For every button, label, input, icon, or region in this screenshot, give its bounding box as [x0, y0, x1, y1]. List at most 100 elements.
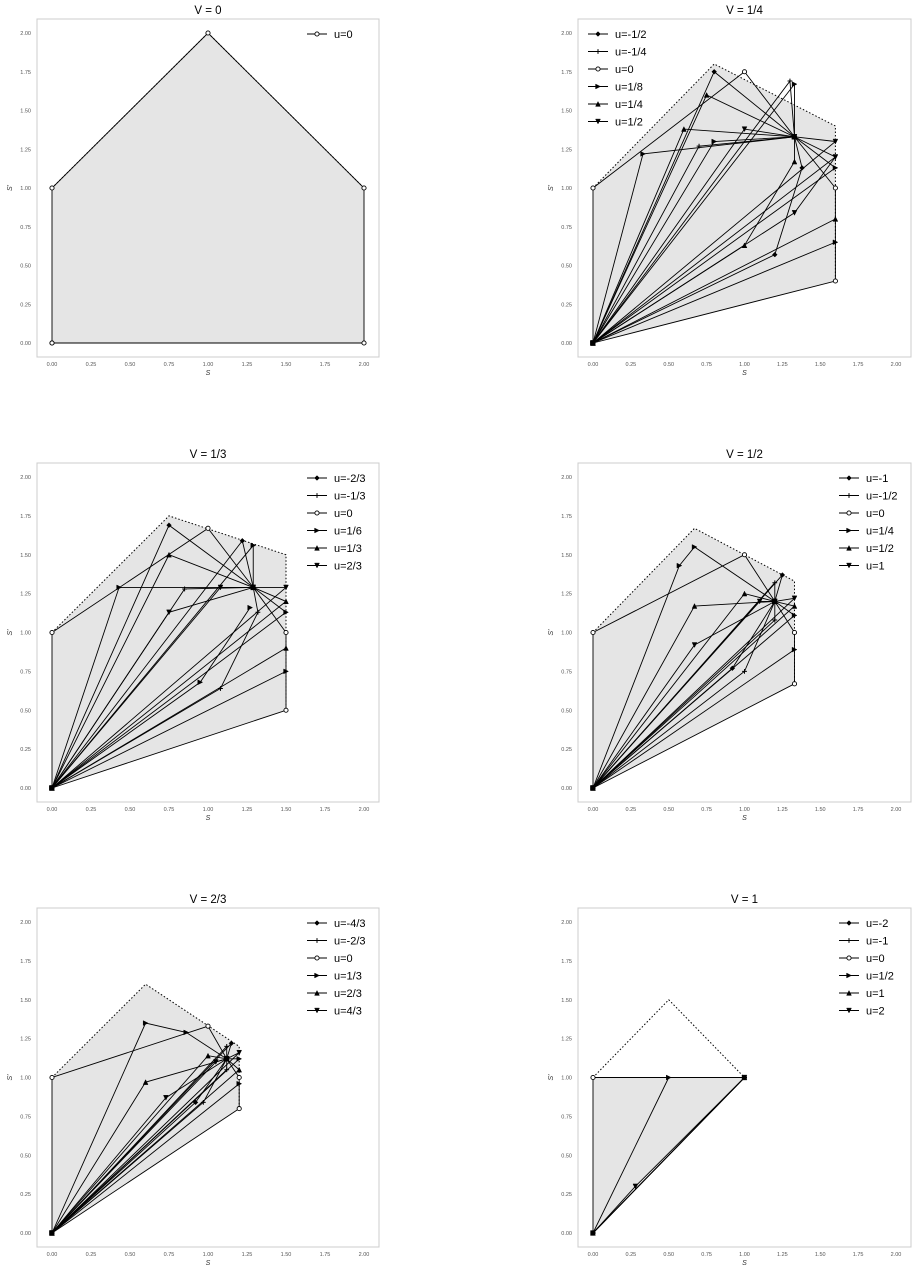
x-tick-label: 0.50 — [663, 807, 674, 813]
data-point — [205, 30, 211, 36]
data-point — [236, 1074, 242, 1081]
legend-label: u=0 — [334, 29, 353, 41]
y-tick-label: 1.00 — [20, 631, 31, 637]
chart-panel-6: 0.00 0.25 0.50 0.75 1.00 1.25 1.50 1.75 2.00 0.00… — [548, 894, 912, 1267]
chart-title: V = 1 — [731, 894, 758, 906]
data-point — [742, 668, 747, 674]
legend-marker — [846, 475, 852, 481]
y-tick-label: 0.00 — [20, 786, 31, 792]
data-point — [832, 216, 839, 222]
data-point — [787, 78, 793, 84]
data-point — [142, 1079, 149, 1085]
y-axis-label: S' — [7, 1074, 14, 1081]
legend-marker — [846, 938, 852, 943]
y-tick-label: 2.00 — [561, 475, 572, 481]
legend-label: u=0 — [334, 953, 353, 965]
x-tick-label: 0.75 — [164, 807, 175, 813]
series-u=1/2 — [590, 126, 839, 346]
data-point — [250, 584, 257, 591]
y-tick-label: 1.25 — [561, 1037, 572, 1043]
feasible-region — [52, 984, 240, 1233]
series-line — [592, 136, 803, 344]
x-tick-label: 0.00 — [588, 807, 599, 813]
legend-marker — [846, 493, 852, 498]
x-tick-label: 0.25 — [626, 362, 637, 368]
series-u=0 — [49, 30, 367, 346]
x-tick-label: 0.75 — [701, 362, 712, 368]
data-point — [772, 617, 778, 623]
data-point — [791, 629, 798, 636]
data-point — [590, 340, 596, 346]
x-tick-label: 1.00 — [739, 1252, 750, 1258]
x-tick-label: 0.75 — [701, 807, 712, 813]
data-point — [791, 603, 798, 609]
legend-marker — [846, 972, 852, 979]
data-point — [832, 154, 839, 160]
data-point — [183, 1029, 190, 1036]
data-point — [283, 707, 289, 713]
x-tick-label: 1.25 — [242, 362, 253, 368]
y-tick-label: 0.00 — [561, 1231, 572, 1237]
y-tick-label: 0.25 — [20, 302, 31, 308]
data-point — [691, 544, 698, 550]
x-tick-label: 0.25 — [626, 1252, 637, 1258]
y-axis-label: S' — [548, 184, 555, 191]
series-line — [592, 649, 795, 789]
x-tick-label: 1.75 — [853, 1252, 864, 1258]
data-point — [205, 525, 211, 531]
legend-label: u=1/3 — [334, 543, 362, 555]
x-tick-label: 1.25 — [242, 1252, 253, 1258]
x-axis-label: S — [742, 370, 747, 377]
legend-marker — [846, 1007, 852, 1014]
y-tick-label: 1.00 — [561, 186, 572, 192]
series-line — [51, 1083, 240, 1234]
x-tick-label: 1.25 — [242, 807, 253, 813]
data-point — [666, 1074, 672, 1081]
data-point — [711, 138, 718, 145]
feasible-region — [52, 515, 286, 788]
x-tick-label: 0.25 — [86, 362, 97, 368]
y-axis-label: S' — [7, 629, 14, 636]
series-u=1 — [590, 595, 798, 791]
legend-marker — [595, 101, 601, 107]
data-point — [283, 609, 289, 616]
data-point — [741, 1074, 748, 1081]
data-point — [799, 165, 805, 171]
y-tick-label: 1.00 — [561, 1076, 572, 1082]
chart-panel-3: 0.00 0.25 0.50 0.75 1.00 1.25 1.50 1.75 2.00 0.00… — [7, 449, 380, 822]
legend-label: u=-1/2 — [866, 491, 898, 503]
y-tick-label: 2.00 — [20, 920, 31, 926]
x-tick-label: 1.00 — [739, 362, 750, 368]
x-tick-label: 1.50 — [815, 807, 826, 813]
legend-label: u=-1/3 — [334, 491, 366, 503]
data-point — [236, 1080, 243, 1087]
data-point — [832, 165, 839, 171]
y-tick-label: 2.00 — [20, 31, 31, 37]
y-tick-label: 0.00 — [561, 341, 572, 347]
x-tick-label: 1.75 — [320, 362, 331, 368]
data-point — [49, 785, 55, 791]
data-point — [771, 598, 778, 605]
legend-label: u=1/4 — [615, 99, 643, 111]
y-tick-label: 1.75 — [20, 514, 31, 520]
chart-panel-5: 0.00 0.25 0.50 0.75 1.00 1.25 1.50 1.75 2.00 0.00… — [7, 894, 380, 1267]
x-axis-label: S — [206, 1260, 211, 1267]
data-point — [197, 679, 204, 686]
x-tick-label: 0.50 — [125, 362, 136, 368]
y-tick-label: 0.50 — [20, 1153, 31, 1159]
data-point — [791, 681, 798, 687]
legend-label: u=-2 — [866, 918, 888, 930]
legend-marker — [314, 562, 320, 569]
data-point — [250, 542, 257, 549]
x-tick-label: 1.25 — [777, 1252, 788, 1258]
legend-label: u=2/3 — [334, 561, 362, 573]
series-line — [51, 1022, 227, 1234]
data-point — [791, 134, 798, 140]
data-point — [361, 340, 367, 346]
series-line — [51, 670, 287, 789]
legend-label: u=-1 — [866, 936, 888, 948]
data-point — [756, 598, 763, 605]
data-point — [239, 538, 246, 544]
legend-label: u=1 — [866, 561, 885, 573]
